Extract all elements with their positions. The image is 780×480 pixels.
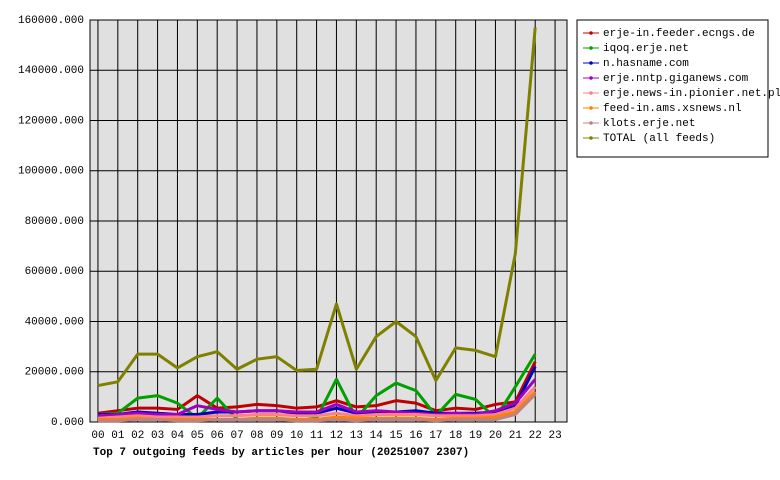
y-tick-label: 100000.000 (18, 166, 84, 178)
x-tick-label: 17 (429, 430, 442, 442)
x-tick-label: 23 (548, 430, 561, 442)
x-tick-label: 07 (230, 430, 243, 442)
series-line (97, 27, 537, 388)
x-tick-label: 19 (469, 430, 482, 442)
legend-label: klots.erje.net (603, 118, 695, 130)
y-tick-label: 20000.000 (25, 367, 84, 379)
y-tick-label: 120000.000 (18, 115, 84, 127)
x-tick-label: 03 (151, 430, 164, 442)
x-tick-label: 16 (409, 430, 422, 442)
legend-marker (589, 106, 593, 110)
x-tick-label: 04 (171, 430, 185, 442)
series-line (97, 385, 537, 420)
legend-label: iqoq.erje.net (603, 43, 689, 55)
x-tick-label: 12 (330, 430, 343, 442)
x-tick-label: 05 (191, 430, 204, 442)
legend-label: erje.nntp.giganews.com (603, 73, 749, 85)
x-tick-label: 20 (489, 430, 502, 442)
series-line (97, 393, 537, 423)
y-tick-label: 80000.000 (25, 216, 84, 228)
x-tick-label: 15 (389, 430, 402, 442)
x-tick-label: 13 (350, 430, 363, 442)
y-tick-label: 60000.000 (25, 266, 84, 278)
x-tick-label: 21 (509, 430, 523, 442)
y-tick-label: 40000.000 (25, 316, 84, 328)
legend-marker (589, 91, 593, 95)
legend-marker (589, 61, 593, 65)
series-line (97, 378, 537, 418)
x-tick-label: 11 (310, 430, 324, 442)
x-tick-label: 18 (449, 430, 462, 442)
legend-label: TOTAL (all feeds) (603, 133, 715, 145)
x-tick-label: 10 (290, 430, 303, 442)
legend-marker (589, 46, 593, 50)
legend-label: erje.news-in.pionier.net.pl (603, 88, 780, 100)
legend-label: feed-in.ams.xsnews.nl (603, 103, 742, 115)
x-tick-label: 01 (111, 430, 125, 442)
x-tick-label: 06 (211, 430, 224, 442)
x-tick-label: 08 (250, 430, 263, 442)
legend-marker (589, 31, 593, 35)
series-line (97, 361, 537, 415)
x-tick-label: 00 (91, 430, 104, 442)
x-tick-label: 09 (270, 430, 283, 442)
legend-box (576, 19, 769, 158)
chart-title: Top 7 outgoing feeds by articles per hou… (93, 447, 469, 459)
x-tick-label: 02 (131, 430, 144, 442)
x-tick-label: 14 (370, 430, 384, 442)
legend-label: erje-in.feeder.ecngs.de (603, 28, 755, 40)
y-tick-label: 0.000 (51, 417, 84, 429)
legend-marker (589, 136, 593, 140)
legend-label: n.hasname.com (603, 58, 689, 70)
y-tick-label: 140000.000 (18, 65, 84, 77)
legend-marker (589, 76, 593, 80)
x-tick-label: 22 (529, 430, 542, 442)
y-tick-label: 160000.000 (18, 15, 84, 27)
legend-marker (589, 121, 593, 125)
